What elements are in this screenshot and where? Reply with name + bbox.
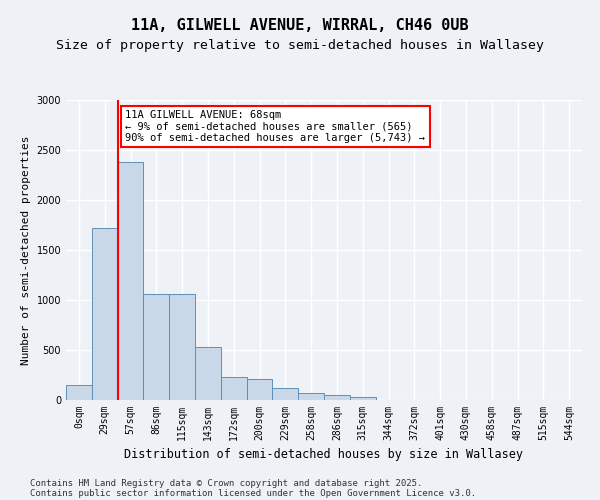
Text: Contains public sector information licensed under the Open Government Licence v3: Contains public sector information licen… — [30, 488, 476, 498]
Bar — [92, 228, 118, 400]
Bar — [66, 384, 92, 400]
Bar — [169, 294, 195, 400]
Text: 11A, GILWELL AVENUE, WIRRAL, CH46 0UB: 11A, GILWELL AVENUE, WIRRAL, CH46 0UB — [131, 18, 469, 32]
Bar — [118, 162, 143, 400]
Bar — [247, 379, 272, 400]
Text: Size of property relative to semi-detached houses in Wallasey: Size of property relative to semi-detach… — [56, 40, 544, 52]
X-axis label: Distribution of semi-detached houses by size in Wallasey: Distribution of semi-detached houses by … — [125, 448, 523, 462]
Bar — [272, 388, 298, 400]
Bar — [350, 396, 376, 400]
Y-axis label: Number of semi-detached properties: Number of semi-detached properties — [21, 135, 31, 365]
Bar — [195, 347, 221, 400]
Bar — [221, 377, 247, 400]
Text: 11A GILWELL AVENUE: 68sqm
← 9% of semi-detached houses are smaller (565)
90% of : 11A GILWELL AVENUE: 68sqm ← 9% of semi-d… — [125, 110, 425, 143]
Text: Contains HM Land Registry data © Crown copyright and database right 2025.: Contains HM Land Registry data © Crown c… — [30, 478, 422, 488]
Bar — [143, 294, 169, 400]
Bar — [298, 393, 324, 400]
Bar — [324, 394, 350, 400]
